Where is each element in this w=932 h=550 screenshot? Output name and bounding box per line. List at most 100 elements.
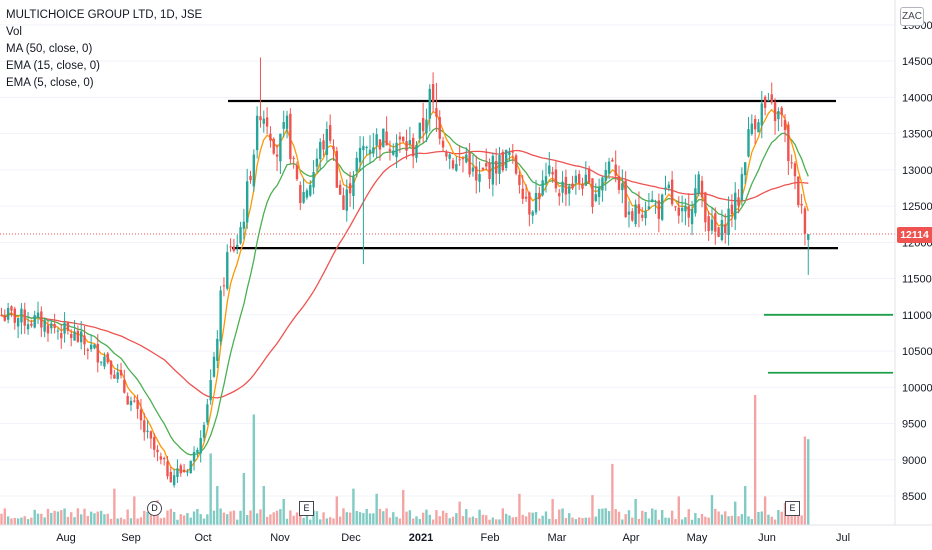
candle <box>76 325 80 343</box>
candle <box>660 193 664 222</box>
candle <box>245 168 249 229</box>
candle <box>518 170 521 194</box>
candle <box>328 114 332 144</box>
earnings-event-marker[interactable]: E <box>299 501 314 516</box>
candle <box>524 184 528 202</box>
candle <box>627 201 631 228</box>
volume-bar <box>325 518 329 525</box>
candle-body <box>538 192 541 200</box>
volume-bar <box>428 514 431 525</box>
volume-bar <box>561 508 564 525</box>
volume-bar <box>624 514 627 525</box>
volume-bar <box>475 518 478 525</box>
candle-body <box>385 131 388 146</box>
candle-body <box>279 133 282 162</box>
candle <box>358 136 362 171</box>
volume-bar <box>720 514 724 525</box>
candle <box>0 307 3 317</box>
candle-body <box>20 308 23 323</box>
candle <box>468 143 471 178</box>
candle-body <box>212 356 216 377</box>
volume-bar <box>53 510 56 525</box>
volume-bar <box>46 508 50 525</box>
currency-unit-badge[interactable]: ZAC <box>900 7 924 26</box>
candle-body <box>697 174 700 195</box>
candle <box>564 169 568 207</box>
volume-bar <box>322 512 325 525</box>
candle-body <box>790 162 793 164</box>
candle-body <box>411 137 415 157</box>
volume-bar <box>146 512 149 525</box>
indicator-ma50[interactable]: MA (50, close, 0) <box>6 43 93 55</box>
candle-body <box>86 349 90 351</box>
volume-bar <box>621 519 624 525</box>
candle-body <box>465 154 468 163</box>
candle <box>375 128 378 159</box>
dividend-event-marker[interactable]: D <box>147 501 162 516</box>
volume-bar <box>750 519 754 525</box>
volume-bar <box>694 513 697 525</box>
candle-body <box>378 139 382 150</box>
candle <box>106 351 109 365</box>
candle-body <box>528 192 531 215</box>
candle <box>315 148 319 172</box>
candle-body <box>96 343 99 363</box>
volume-bar <box>498 519 501 525</box>
candle <box>491 152 495 197</box>
candle-body <box>558 193 561 197</box>
candle-body <box>800 203 803 206</box>
volume-bar <box>760 511 763 525</box>
volume-bar <box>50 512 53 525</box>
candle <box>710 207 714 235</box>
candle-body <box>245 181 249 223</box>
volume-bar <box>757 511 760 525</box>
candle-body <box>206 404 209 423</box>
volume-bar <box>657 519 661 525</box>
candle-body <box>617 176 621 190</box>
candle <box>312 160 315 195</box>
candle <box>577 170 581 190</box>
volume-bar <box>70 512 73 525</box>
indicator-ema15[interactable]: EMA (15, close, 0) <box>6 60 100 72</box>
candle <box>199 430 202 463</box>
candle-body <box>305 190 309 198</box>
candle-body <box>16 318 20 327</box>
candle-body <box>571 183 574 189</box>
volume-bar <box>292 515 295 525</box>
x-tick-label: Oct <box>194 532 211 544</box>
volume-bar <box>388 517 392 525</box>
candle-body <box>30 323 33 326</box>
candle-body <box>402 136 405 142</box>
candle <box>501 149 505 173</box>
candle <box>475 155 478 194</box>
candle <box>753 115 757 144</box>
volume-bar <box>724 511 727 525</box>
candle <box>528 191 531 227</box>
volume-bar <box>245 514 249 525</box>
candle-body <box>760 103 763 126</box>
volume-bar <box>564 517 568 525</box>
candle <box>50 319 53 334</box>
candle <box>60 323 63 349</box>
volume-bar <box>737 516 740 525</box>
candle <box>342 187 345 211</box>
y-tick-label: 13000 <box>902 165 932 177</box>
earnings-event-marker[interactable]: E <box>785 501 800 516</box>
indicator-volume[interactable]: Vol <box>6 26 22 38</box>
volume-bar <box>641 510 644 525</box>
indicator-ema5[interactable]: EMA (5, close, 0) <box>6 77 94 89</box>
y-tick-label: 14500 <box>902 56 932 68</box>
candle <box>445 149 448 161</box>
volume-bar <box>172 512 176 525</box>
candle-body <box>229 246 232 248</box>
candle <box>322 133 325 157</box>
candle <box>431 72 435 113</box>
chart-title: MULTICHOICE GROUP LTD, 1D, JSE <box>6 9 203 21</box>
candle <box>584 161 588 187</box>
volume-bar <box>405 511 408 525</box>
volume-bar <box>445 512 448 525</box>
candle-body <box>541 180 544 196</box>
volume-bar <box>770 516 773 525</box>
volume-bar <box>192 511 196 525</box>
